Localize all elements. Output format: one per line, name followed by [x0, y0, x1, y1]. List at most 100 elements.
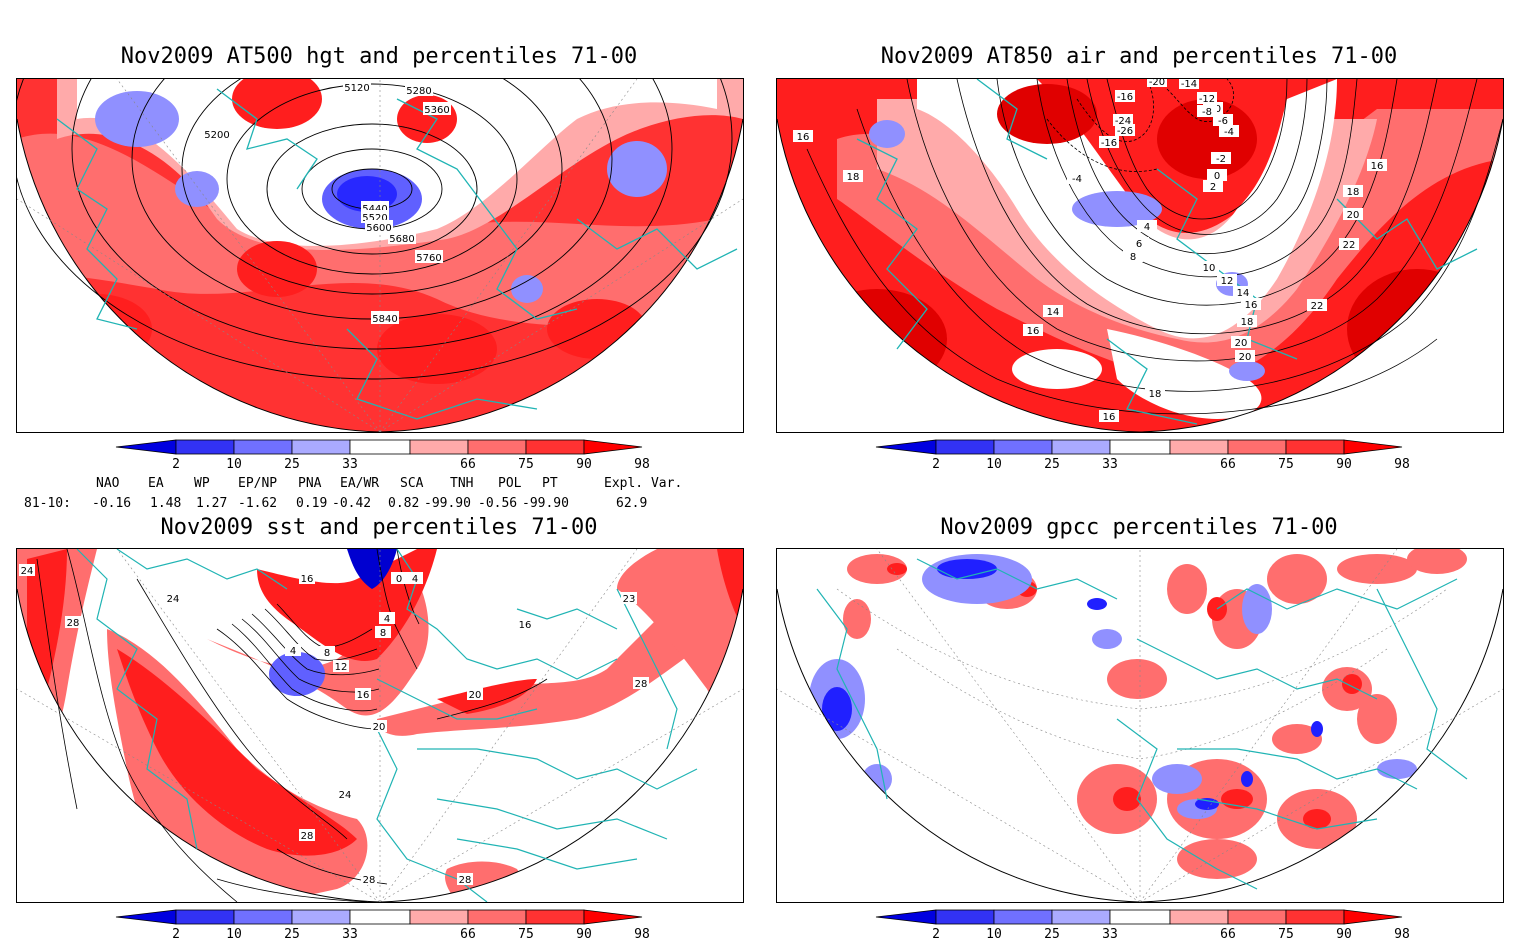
colorbar-swatch	[291, 439, 351, 455]
tele-value: -0.16	[92, 496, 132, 511]
colorbar-swatch	[525, 439, 585, 455]
tele-header: SCA	[400, 476, 424, 491]
colorbar-tick-label: 33	[342, 927, 358, 940]
colorbar-swatch	[233, 909, 293, 925]
colorbar-swatch	[1169, 909, 1229, 925]
colorbar-swatch	[175, 439, 235, 455]
colorbar-swatch	[935, 909, 995, 925]
contour-label: 8	[380, 628, 386, 639]
colorbar-swatch	[349, 909, 411, 925]
contour-label: 20	[373, 722, 386, 733]
colorbar-tick-label: 33	[342, 457, 358, 472]
contour-label: -6	[1218, 116, 1228, 127]
colorbar-tick-label: 10	[226, 457, 242, 472]
contour-label: 16	[1027, 326, 1040, 337]
contour-label: 28	[635, 679, 648, 690]
contour-label: 14	[1047, 307, 1060, 318]
contour-label: 8	[1130, 252, 1136, 263]
colorbar-swatch	[1285, 909, 1345, 925]
tele-header: EA/WR	[340, 476, 380, 491]
contour-label: -20	[1149, 79, 1165, 88]
contour-label: 22	[1311, 301, 1324, 312]
colorbar-swatch	[1343, 439, 1403, 455]
map-gpcc-svg	[777, 549, 1503, 902]
colorbar-hgt-svg: 2 10 25 33 66 75 90 98	[115, 439, 650, 472]
panel-title-air: Nov2009 AT850 air and percentiles 71-00	[880, 44, 1398, 69]
tele-value: 62.9	[616, 496, 648, 511]
colorbar-tick-label: 90	[1336, 457, 1352, 472]
contour-label: 18	[847, 172, 860, 183]
contour-label: 4	[1144, 222, 1150, 233]
colorbar-swatch	[467, 439, 527, 455]
contour-label: 2	[1210, 182, 1216, 193]
contour-label: 5360	[424, 105, 449, 116]
colorbar-swatch	[291, 909, 351, 925]
panel-title-gpcc: Nov2009 gpcc percentiles 71-00	[940, 515, 1338, 540]
colorbar-swatch	[467, 909, 527, 925]
contour-label: 20	[469, 690, 482, 701]
tele-header: WP	[194, 476, 210, 491]
tele-value: 1.48	[150, 496, 182, 511]
contour-label: 4	[412, 574, 418, 585]
colorbar-tick-label: 2	[932, 927, 940, 940]
tele-header: EP/NP	[238, 476, 278, 491]
colorbar-tick-label: 10	[226, 927, 242, 940]
contour-label: 16	[797, 132, 810, 143]
colorbar-tick-label: 98	[1394, 927, 1410, 940]
tele-value: -99.90	[522, 496, 569, 511]
colorbar-tick-label: 66	[1220, 927, 1236, 940]
contour-label: 18	[1347, 187, 1360, 198]
colorbar-tick-label: 25	[1044, 457, 1060, 472]
contour-label: 16	[357, 690, 370, 701]
panel-title-sst: Nov2009 sst and percentiles 71-00	[160, 515, 598, 540]
contour-label: -8	[1202, 107, 1212, 118]
colorbar-tick-label: 75	[1278, 927, 1294, 940]
colorbar-swatch	[1109, 439, 1171, 455]
tele-header: PT	[542, 476, 558, 491]
colorbar-swatch	[1285, 439, 1345, 455]
contour-label: 5200	[204, 130, 229, 141]
colorbar-hgt: 2 10 25 33 66 75 90 98	[115, 438, 650, 472]
contour-label: 16	[301, 574, 314, 585]
colorbar-swatch	[583, 439, 643, 455]
colorbar-swatch	[1169, 439, 1229, 455]
contour-label: 24	[21, 566, 34, 577]
colorbar-tick-label: 2	[932, 457, 940, 472]
contour-label: 16	[1103, 412, 1116, 423]
colorbar-swatch	[115, 909, 177, 925]
colorbar-swatch	[409, 909, 469, 925]
contour-label: 20	[1235, 338, 1248, 349]
contour-label: 28	[301, 831, 314, 842]
contour-label: 5520	[362, 213, 387, 224]
colorbar-swatch	[1343, 909, 1403, 925]
tele-header: NAO	[96, 476, 120, 491]
contour-label: 12	[1221, 276, 1234, 287]
tele-header: POL	[498, 476, 522, 491]
map-panel-hgt: 5120 5280 5360 5200 5440 5520 5600 5680 …	[16, 78, 744, 433]
tele-value: -0.42	[332, 496, 372, 511]
contour-label: 5600	[366, 223, 391, 234]
colorbar-tick-label: 98	[1394, 457, 1410, 472]
map-air-svg: -20 -14 -16 -12 -10 -24 -26 -16 -8 -6 -4…	[777, 79, 1503, 432]
panel-title-hgt: Nov2009 AT500 hgt and percentiles 71-00	[120, 44, 638, 69]
contour-label: 16	[1245, 300, 1258, 311]
contour-label: -14	[1181, 79, 1197, 90]
contour-label: -12	[1199, 94, 1215, 105]
colorbar-gpcc: 2 10 25 33 66 75 90 98	[875, 908, 1410, 940]
tele-header: EA	[148, 476, 164, 491]
map-panel-sst: 24 28 24 0 4 4 8 4 12 8 16 20 20 24 28 2…	[16, 548, 744, 903]
colorbar-swatch	[1227, 439, 1287, 455]
contour-label: 18	[1241, 317, 1254, 328]
contour-label: 20	[1347, 210, 1360, 221]
contour-label: 5760	[416, 253, 441, 264]
colorbar-swatch	[875, 909, 937, 925]
colorbar-swatch	[935, 439, 995, 455]
contour-label: 14	[1237, 288, 1250, 299]
tele-value: 0.19	[296, 496, 328, 511]
colorbar-swatch	[115, 439, 177, 455]
contour-label: 0	[396, 574, 402, 585]
tele-header: PNA	[298, 476, 322, 491]
contour-label: 5440	[362, 204, 387, 215]
contour-label: 28	[67, 618, 80, 629]
colorbar-swatch	[993, 439, 1053, 455]
